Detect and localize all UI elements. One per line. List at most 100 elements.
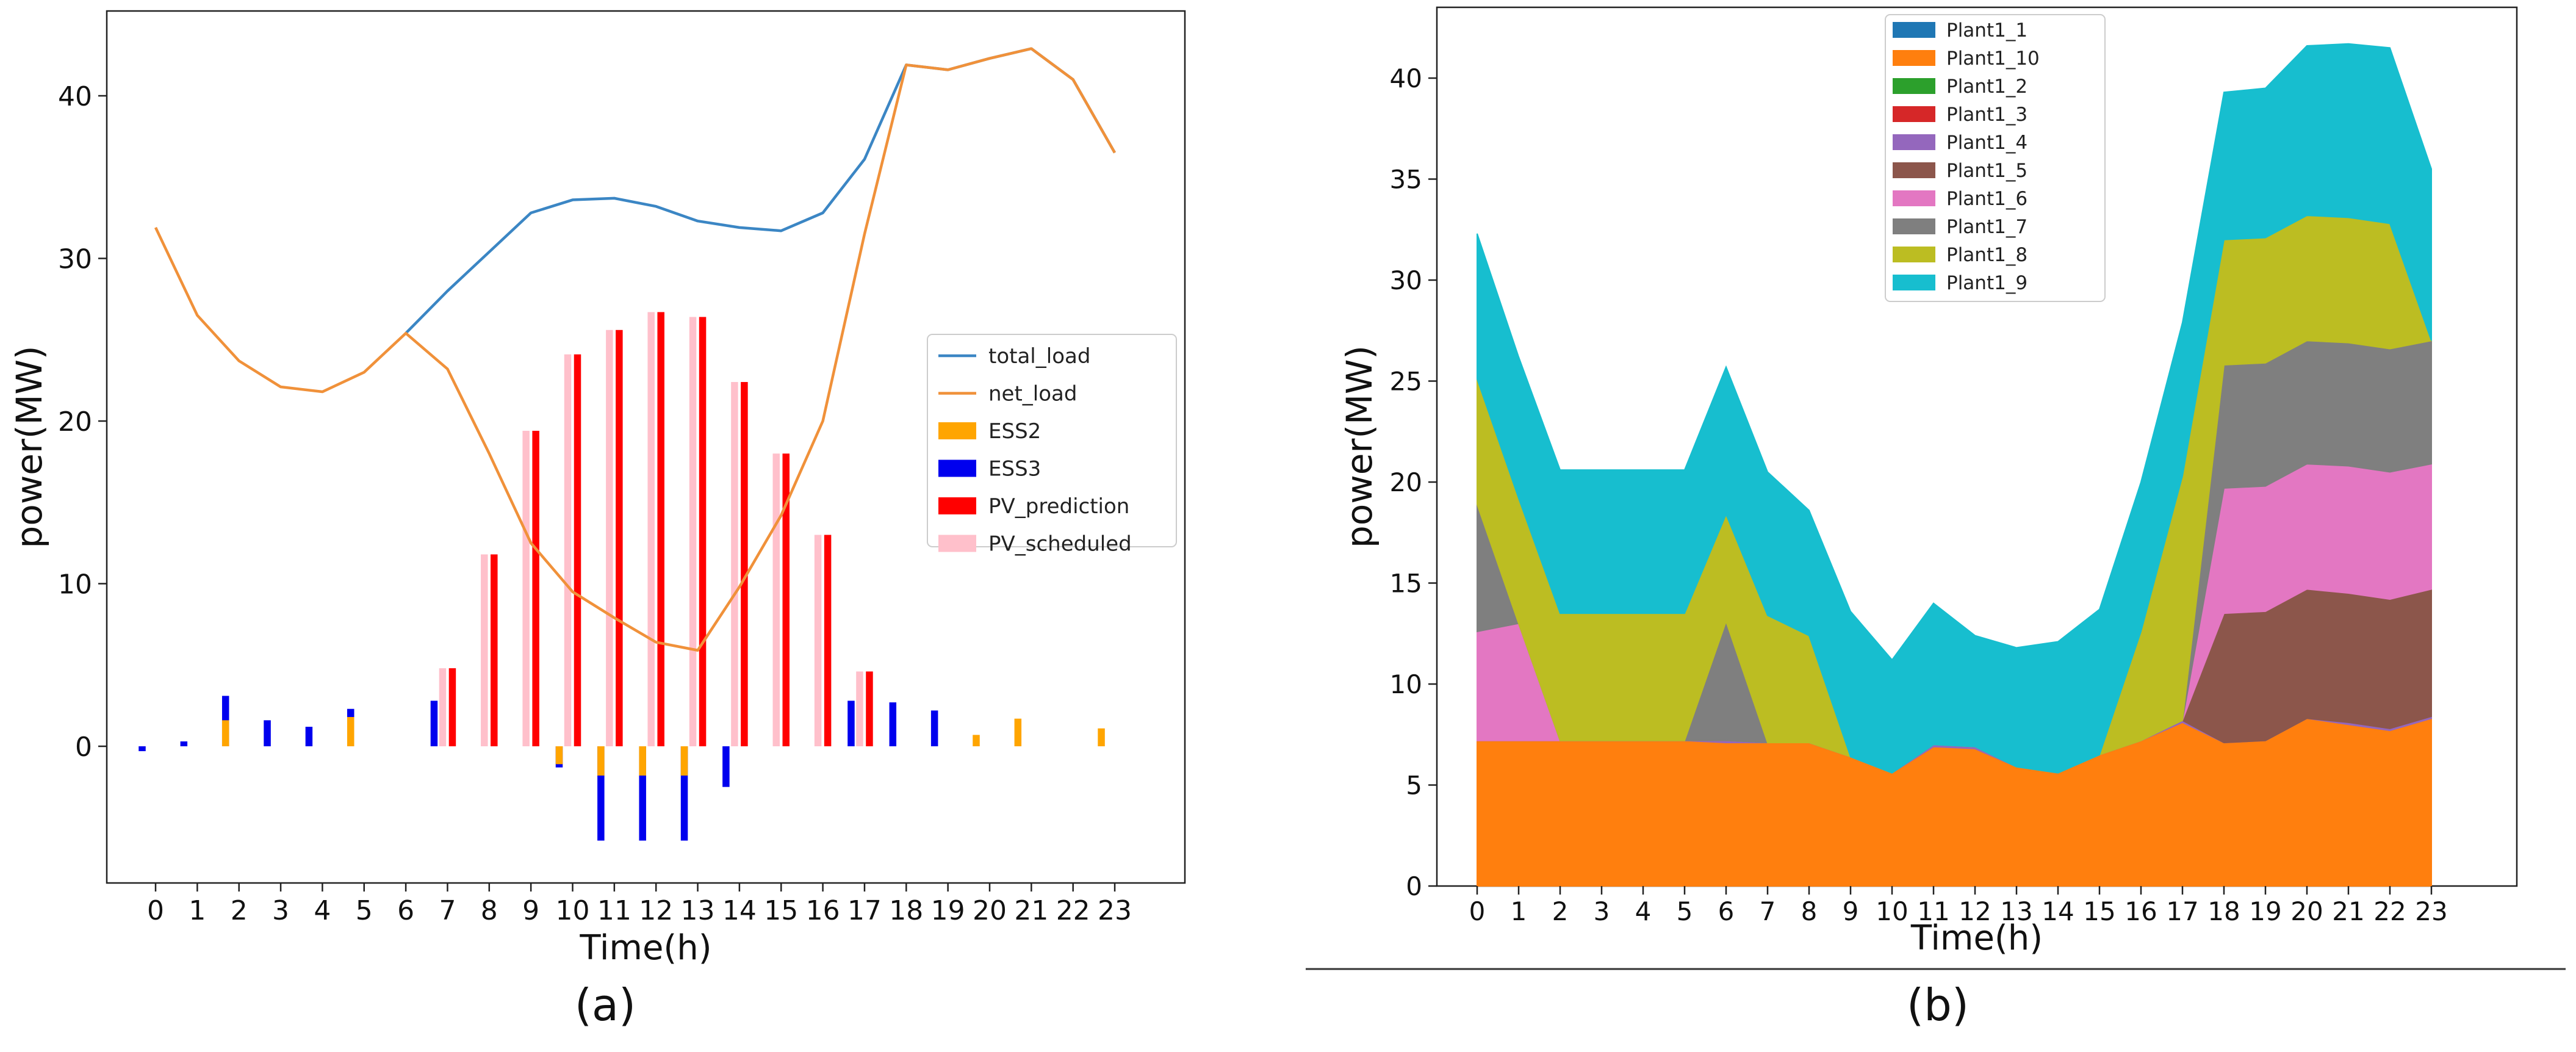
legend-swatch-plant1-9 (1893, 275, 1935, 290)
y-tick-label-a: 10 (58, 569, 92, 600)
bar-ess3 (264, 720, 271, 746)
x-tick-label-a: 6 (397, 895, 414, 926)
legend-label-plant1-3: Plant1_3 (1946, 104, 2027, 126)
x-tick-label-a: 19 (931, 895, 965, 926)
y-tick-label-b: 25 (1390, 367, 1422, 397)
legend-swatch-plant1-6 (1893, 190, 1935, 206)
bar-ess3 (930, 710, 938, 746)
x-tick-label-b: 15 (2083, 896, 2115, 926)
x-tick-label-b: 7 (1760, 896, 1776, 926)
bar-ess2 (221, 720, 229, 746)
x-tick-label-b: 5 (1677, 896, 1693, 926)
legend-swatch-plant1-4 (1893, 134, 1935, 150)
bar-ess3 (722, 746, 730, 787)
bar-ess2 (680, 746, 688, 776)
bar-ess2 (639, 746, 646, 776)
legend-swatch-plant1-1 (1893, 22, 1935, 38)
x-axis-label-b: Time(h) (1910, 918, 2043, 958)
x-tick-label-a: 22 (1056, 895, 1090, 926)
x-tick-label-a: 1 (189, 895, 206, 926)
x-tick-label-a: 8 (481, 895, 498, 926)
area-plant1-9 (1477, 43, 2432, 774)
bar-pv-prediction (782, 453, 790, 746)
legend-label-ess3: ESS3 (988, 457, 1041, 481)
x-tick-label-a: 9 (522, 895, 539, 926)
legend-a (927, 334, 1177, 547)
x-tick-label-b: 16 (2124, 896, 2157, 926)
x-tick-label-b: 23 (2415, 896, 2447, 926)
legend-label-plant1-10: Plant1_10 (1946, 48, 2040, 70)
legend-b (1885, 14, 2106, 302)
x-tick-label-b: 18 (2207, 896, 2240, 926)
x-tick-label-b: 9 (1843, 896, 1859, 926)
y-axis-label-b: power(MW) (1339, 345, 1380, 548)
y-tick-label-b: 40 (1390, 63, 1422, 93)
x-tick-label-b: 11 (1917, 896, 1949, 926)
y-tick-label-a: 40 (58, 81, 92, 112)
bar-ess3 (139, 746, 146, 751)
y-tick-label-b: 5 (1406, 771, 1422, 801)
bar-pv-scheduled (439, 668, 447, 746)
x-tick-label-b: 19 (2249, 896, 2281, 926)
x-tick-label-a: 18 (889, 895, 923, 926)
bar-pv-scheduled (606, 330, 613, 746)
legend-swatch-plant1-8 (1893, 247, 1935, 262)
bar-pv-scheduled (481, 554, 488, 746)
x-tick-label-b: 12 (1959, 896, 1991, 926)
x-tick-label-b: 6 (1718, 896, 1735, 926)
bar-pv-scheduled (856, 671, 863, 746)
legend-swatch-pv-prediction (938, 497, 976, 514)
bar-pv-prediction (574, 354, 581, 746)
x-tick-label-b: 10 (1876, 896, 1908, 926)
legend-swatch-plant1-3 (1893, 106, 1935, 122)
legend-label-plant1-1: Plant1_1 (1946, 20, 2027, 41)
bar-pv-scheduled (731, 382, 738, 746)
bar-pv-prediction (616, 330, 623, 746)
x-tick-label-a: 2 (231, 895, 248, 926)
legend-label-pv-scheduled: PV_scheduled (988, 532, 1132, 557)
bar-ess3 (305, 727, 313, 746)
bar-ess2 (555, 746, 563, 765)
bar-ess2 (973, 735, 980, 746)
bar-ess3 (847, 701, 855, 746)
bar-pv-prediction (491, 554, 498, 746)
y-tick-label-a: 30 (58, 244, 92, 275)
bar-pv-scheduled (814, 535, 822, 746)
bar-ess2 (1014, 718, 1022, 746)
x-tick-label-a: 10 (556, 895, 590, 926)
y-tick-label-a: 0 (75, 732, 92, 763)
y-axis-label-a: power(MW) (9, 346, 50, 549)
y-tick-label-a: 20 (58, 406, 92, 438)
x-tick-label-b: 20 (2290, 896, 2323, 926)
x-tick-label-a: 11 (597, 895, 631, 926)
legend-label-plant1-9: Plant1_9 (1946, 272, 2027, 294)
bar-pv-prediction (866, 671, 873, 746)
legend-label-plant1-8: Plant1_8 (1946, 244, 2027, 266)
x-tick-label-a: 4 (314, 895, 331, 926)
legend-label-ess2: ESS2 (988, 419, 1041, 444)
x-tick-label-a: 17 (847, 895, 882, 926)
bar-ess3 (597, 746, 605, 841)
bar-ess2 (1098, 728, 1105, 746)
bar-ess2 (597, 746, 605, 776)
line-net-load (154, 47, 1117, 652)
x-tick-label-a: 23 (1098, 895, 1132, 926)
bar-ess3 (639, 746, 646, 841)
legend-label-plant1-5: Plant1_5 (1946, 160, 2027, 182)
x-tick-label-b: 22 (2373, 896, 2406, 926)
bar-pv-prediction (657, 312, 664, 746)
bar-ess3 (680, 746, 688, 841)
legend-label-pv-prediction: PV_prediction (988, 494, 1129, 519)
x-tick-label-a: 5 (356, 895, 373, 926)
y-tick-label-b: 10 (1390, 669, 1422, 699)
x-tick-label-b: 0 (1469, 896, 1486, 926)
y-tick-label-b: 15 (1390, 569, 1422, 599)
bar-pv-scheduled (647, 312, 655, 746)
x-tick-label-b: 14 (2042, 896, 2074, 926)
bar-pv-scheduled (522, 430, 530, 746)
legend-label-plant1-7: Plant1_7 (1946, 216, 2027, 238)
legend-swatch-pv-scheduled (938, 535, 976, 552)
